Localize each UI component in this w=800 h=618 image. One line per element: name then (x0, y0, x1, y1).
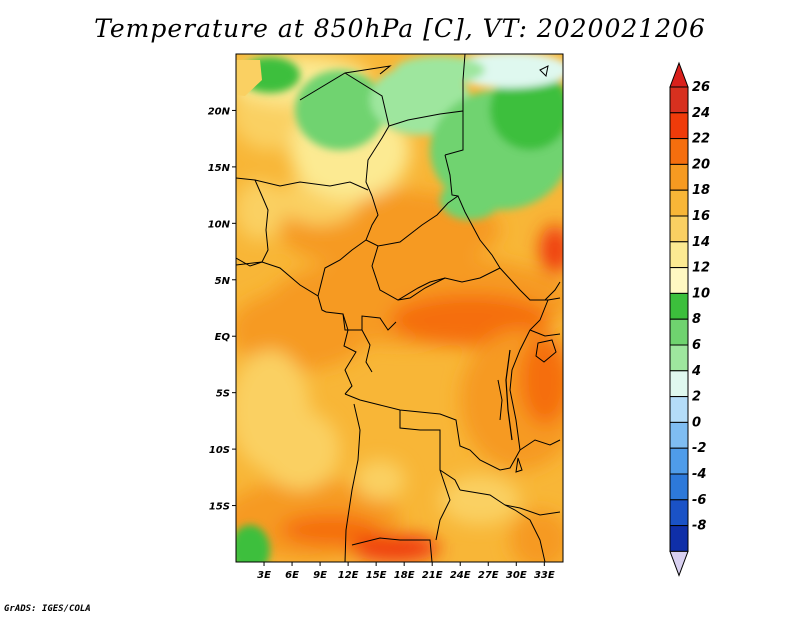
grads-credit: GrADS: IGES/COLA (4, 604, 91, 614)
colorbar-label: -8 (692, 519, 706, 534)
colorbar-swatch (669, 499, 689, 527)
lat-tick-label: 5S (216, 389, 230, 400)
colorbar-label: 16 (692, 209, 710, 224)
map-title: Temperature at 850hPa [C], VT: 202002120… (94, 14, 706, 43)
map-frame (235, 53, 564, 563)
lat-tick-label: 10S (209, 445, 230, 456)
colorbar-label: 12 (692, 261, 710, 276)
colorbar-swatch (669, 292, 689, 320)
lat-tick-label: 10N (208, 219, 231, 230)
colorbar-swatch (669, 138, 689, 165)
colorbar-label: 8 (692, 312, 701, 327)
colorbar-swatch (669, 189, 689, 217)
colorbar-swatch (669, 112, 689, 140)
colorbar-label: -2 (692, 441, 706, 456)
colorbar-label: 22 (692, 132, 710, 147)
country-borders (236, 54, 561, 562)
colorbar-swatch (669, 421, 689, 449)
lon-tick-label: 15E (366, 570, 387, 581)
lon-tick-label: 12E (338, 570, 359, 581)
colorbar-label: 26 (692, 80, 710, 95)
colorbar-swatch (669, 473, 689, 501)
colorbar-swatch (669, 447, 689, 475)
lon-tick-label: 24E (450, 570, 471, 581)
colorbar-label: -4 (692, 467, 706, 482)
lon-axis: 3E 6E 9E 12E 15E 18E 21E 24E 27E 30E 33E (257, 562, 555, 581)
colorbar-swatch (669, 344, 689, 372)
lat-tick-label: 15N (208, 163, 231, 174)
lon-tick-label: 21E (422, 570, 443, 581)
temperature-field (236, 54, 563, 562)
lon-tick-label: 9E (313, 570, 327, 581)
colorbar-label: 2 (692, 390, 701, 405)
lon-tick-label: 6E (285, 570, 299, 581)
colorbar-label: 20 (692, 157, 710, 172)
colorbar-swatch (669, 241, 689, 269)
colorbar-label: 14 (692, 235, 710, 250)
colorbar-top-arrow (669, 61, 689, 88)
lat-tick-label: EQ (215, 332, 231, 343)
lat-tick-label: 5N (215, 276, 231, 287)
lon-tick-label: 33E (534, 570, 555, 581)
colorbar-label: 10 (692, 286, 710, 301)
lon-tick-label: 27E (478, 570, 499, 581)
lat-axis: 20N 15N 10N 5N EQ 5S 10S 15S (208, 106, 236, 513)
colorbar-label: 6 (692, 338, 701, 353)
colorbar-swatch (669, 163, 689, 191)
lat-tick-label: 15S (209, 502, 230, 513)
colorbar-label: 0 (692, 415, 701, 430)
colorbar-swatch (669, 370, 689, 398)
colorbar-swatch (669, 86, 689, 114)
colorbar-label: 24 (692, 106, 710, 121)
lon-tick-label: 3E (257, 570, 271, 581)
colorbar-label: -6 (692, 493, 706, 508)
lon-tick-label: 18E (394, 570, 415, 581)
colorbar-swatch (669, 215, 689, 243)
colorbar-swatch (669, 267, 689, 294)
colorbar-label: 4 (691, 364, 701, 379)
colorbar-bottom-arrow (669, 550, 689, 577)
colorbar-swatch (669, 396, 689, 423)
colorbar-label: 18 (692, 183, 710, 198)
lon-tick-label: 30E (506, 570, 527, 581)
colorbar-swatch (669, 318, 689, 346)
colorbar-swatch (669, 525, 689, 552)
lat-tick-label: 20N (208, 106, 231, 117)
